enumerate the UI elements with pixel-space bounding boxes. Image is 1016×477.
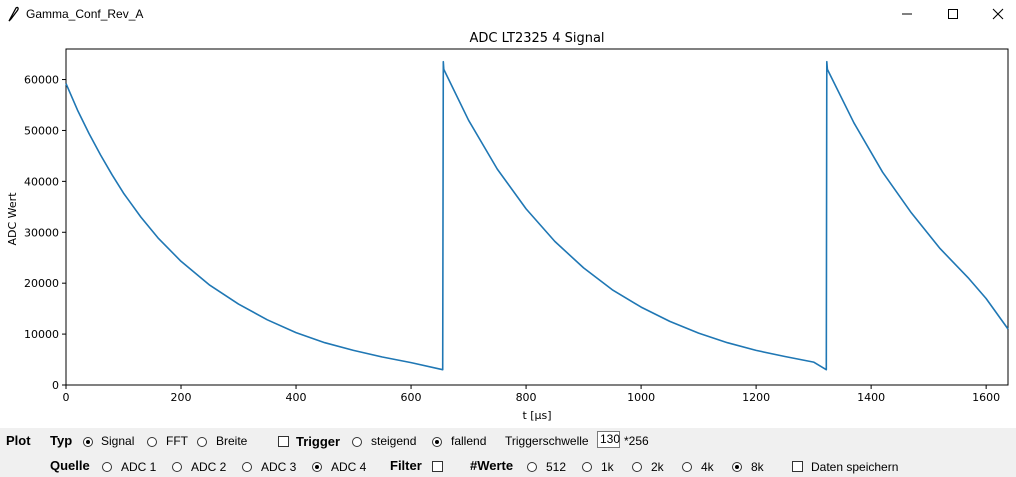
quelle-option-adc4[interactable]: ADC 4 [331, 460, 367, 474]
y-tick-label: 10000 [24, 328, 59, 341]
close-button[interactable] [975, 0, 1016, 28]
feather-icon [8, 6, 19, 22]
trigger-option-fallend[interactable]: fallend [451, 434, 487, 448]
save-data-checkbox[interactable] [792, 461, 803, 472]
control-panel: Plot Typ Signal FFT Breite Trigger steig… [0, 428, 1016, 477]
maximize-icon [948, 9, 958, 19]
radio-werte-8k[interactable] [732, 462, 742, 472]
radio-werte-2k[interactable] [632, 462, 642, 472]
radio-werte-1k[interactable] [582, 462, 592, 472]
radio-quelle-adc1[interactable] [102, 462, 112, 472]
typ-option-fft[interactable]: FFT [166, 434, 188, 448]
minimize-button[interactable] [884, 0, 930, 28]
plot-label: Plot [6, 433, 31, 448]
radio-quelle-adc3[interactable] [242, 462, 252, 472]
title-bar: Gamma_Conf_Rev_A [0, 0, 1016, 28]
plot-frame [65, 48, 1009, 386]
y-tick-label: 50000 [24, 124, 59, 137]
x-tick-label: 0 [63, 391, 70, 404]
triggerschwelle-label: Triggerschwelle [505, 434, 589, 448]
radio-typ-fft[interactable] [147, 437, 157, 447]
signal-chart: ADC LT2325 4 Signal ADC Wert t [μs] 0 200… [6, 31, 1009, 422]
y-tick-label: 40000 [24, 175, 59, 188]
y-tick-label: 20000 [24, 277, 59, 290]
close-icon [992, 8, 1004, 20]
y-tick-label: 0 [52, 379, 59, 392]
werte-option-1k[interactable]: 1k [601, 460, 614, 474]
radio-quelle-adc4[interactable] [312, 462, 322, 472]
y-tick-label: 60000 [24, 74, 59, 87]
typ-label: Typ [50, 433, 73, 448]
x-tick-label: 1600 [972, 391, 1000, 404]
trigger-checkbox[interactable] [278, 436, 289, 447]
filter-label: Filter [390, 458, 422, 473]
window-title: Gamma_Conf_Rev_A [26, 7, 144, 21]
quelle-option-adc2[interactable]: ADC 2 [191, 460, 227, 474]
radio-quelle-adc2[interactable] [172, 462, 182, 472]
radio-werte-4k[interactable] [682, 462, 692, 472]
typ-option-breite[interactable]: Breite [216, 434, 248, 448]
plot-canvas: ADC LT2325 4 Signal ADC Wert t [μs] 0 200… [0, 28, 1016, 428]
x-tick-label: 1200 [742, 391, 770, 404]
maximize-button[interactable] [930, 0, 976, 28]
werte-option-8k[interactable]: 8k [751, 460, 764, 474]
radio-trigger-steigend[interactable] [352, 437, 362, 447]
radio-typ-breite[interactable] [197, 437, 207, 447]
werte-option-4k[interactable]: 4k [701, 460, 714, 474]
x-tick-label: 600 [401, 391, 422, 404]
x-axis-label: t [μs] [522, 409, 551, 422]
radio-trigger-fallend[interactable] [432, 437, 442, 447]
x-tick-label: 800 [516, 391, 537, 404]
filter-checkbox[interactable] [432, 461, 443, 472]
trigger-label: Trigger [296, 434, 341, 449]
radio-typ-signal[interactable] [83, 437, 93, 447]
werte-option-2k[interactable]: 2k [651, 460, 664, 474]
quelle-option-adc3[interactable]: ADC 3 [261, 460, 297, 474]
radio-werte-512[interactable] [527, 462, 537, 472]
x-tick-label: 1000 [627, 391, 655, 404]
y-tick-label: 30000 [24, 226, 59, 239]
quelle-option-adc1[interactable]: ADC 1 [121, 460, 157, 474]
save-data-label[interactable]: Daten speichern [811, 460, 899, 474]
typ-option-signal[interactable]: Signal [101, 434, 135, 448]
x-tick-label: 1400 [857, 391, 885, 404]
triggerschwelle-input[interactable]: 130 [597, 431, 620, 448]
werte-label: #Werte [470, 458, 514, 473]
quelle-label: Quelle [50, 458, 90, 473]
trigger-option-steigend[interactable]: steigend [371, 434, 417, 448]
signal-line [65, 60, 1009, 371]
werte-option-512[interactable]: 512 [546, 460, 567, 474]
y-axis-label: ADC Wert [6, 192, 19, 246]
x-tick-label: 200 [171, 391, 192, 404]
minimize-icon [902, 13, 912, 15]
triggerschwelle-unit: *256 [624, 434, 649, 448]
chart-title: ADC LT2325 4 Signal [469, 31, 604, 46]
x-tick-label: 400 [286, 391, 307, 404]
